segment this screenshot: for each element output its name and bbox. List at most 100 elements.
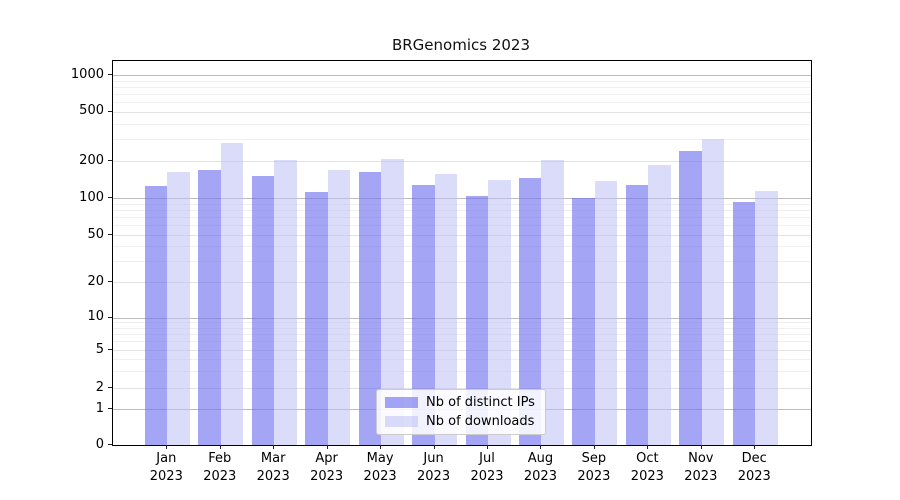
y-tick-mark — [108, 316, 112, 318]
x-tick-label: Jan 2023 — [149, 451, 183, 484]
gridline — [113, 93, 811, 95]
x-tick-label: Jul 2023 — [470, 451, 504, 484]
y-tick-label: 100 — [79, 189, 104, 205]
y-tick-label: 0 — [95, 436, 104, 452]
x-tick-label: Aug 2023 — [523, 451, 557, 484]
y-tick-mark — [108, 197, 112, 199]
gridline — [113, 371, 811, 373]
x-tick-mark — [380, 445, 382, 449]
gridline — [113, 350, 811, 351]
gridline — [113, 235, 811, 236]
gridline — [113, 317, 811, 319]
y-tick-mark — [108, 444, 112, 446]
y-tick-mark — [108, 349, 112, 350]
bar-downloads — [701, 138, 725, 446]
gridline — [113, 80, 811, 82]
bar-distinct-ips — [251, 176, 275, 446]
legend-label-distinct-ips: Nb of distinct IPs — [426, 395, 535, 410]
x-tick-label: Apr 2023 — [310, 451, 344, 484]
x-tick-label: Oct 2023 — [630, 451, 664, 484]
x-tick-mark — [166, 445, 168, 449]
x-tick-mark — [487, 445, 488, 449]
gridline — [113, 322, 811, 324]
x-tick-label: Mar 2023 — [256, 451, 290, 484]
bar-distinct-ips — [732, 202, 756, 446]
gridline — [113, 102, 811, 104]
y-tick-label: 5 — [95, 341, 104, 357]
gridline — [113, 388, 811, 390]
bar-distinct-ips — [518, 177, 542, 446]
x-tick-label: Jun 2023 — [417, 451, 451, 484]
x-tick-mark — [433, 445, 435, 449]
gridline — [113, 75, 811, 76]
legend-label-downloads: Nb of downloads — [426, 414, 535, 429]
gridline — [113, 210, 811, 212]
gridline — [113, 86, 811, 88]
y-tick-label: 50 — [87, 226, 104, 242]
x-tick-mark — [700, 445, 702, 449]
bar-distinct-ips — [144, 186, 168, 446]
x-tick-label: May 2023 — [363, 451, 397, 484]
y-tick-label: 10 — [87, 309, 104, 324]
y-tick-mark — [108, 160, 112, 161]
legend-swatch-downloads — [385, 416, 418, 427]
y-tick-label: 1 — [95, 400, 104, 416]
x-tick-mark — [754, 445, 756, 449]
legend-item-downloads: Nb of downloads — [385, 414, 535, 429]
bar-downloads — [541, 159, 564, 446]
bar-distinct-ips — [358, 171, 382, 446]
gridline — [113, 282, 811, 283]
bar-downloads — [434, 174, 458, 446]
y-tick-label: 1000 — [70, 66, 104, 82]
gridline — [113, 334, 811, 336]
x-tick-mark — [647, 445, 649, 449]
gridline — [113, 161, 811, 162]
legend: Nb of distinct IPs Nb of downloads — [376, 389, 546, 435]
gridline — [113, 111, 811, 113]
x-tick-mark — [540, 445, 542, 449]
gridline — [113, 139, 811, 141]
gridline — [113, 341, 811, 343]
y-tick-mark — [108, 387, 112, 389]
gridline — [113, 203, 811, 205]
x-tick-mark — [273, 445, 275, 449]
bar-distinct-ips — [412, 184, 435, 446]
y-tick-label: 500 — [79, 103, 104, 119]
y-tick-label: 200 — [79, 152, 104, 168]
bar-distinct-ips — [679, 150, 702, 446]
bar-downloads — [381, 158, 404, 446]
bar-downloads — [488, 180, 511, 446]
x-tick-label: Feb 2023 — [203, 451, 237, 484]
legend-item-distinct-ips: Nb of distinct IPs — [385, 395, 535, 410]
gridline — [113, 225, 811, 227]
chart-title: BRGenomics 2023 — [391, 36, 531, 54]
y-tick-mark — [108, 74, 112, 75]
bar-distinct-ips — [305, 191, 328, 446]
x-tick-mark — [326, 445, 328, 449]
y-tick-mark — [108, 408, 112, 410]
y-tick-mark — [108, 281, 112, 282]
bar-downloads — [220, 142, 244, 446]
y-tick-mark — [108, 110, 112, 112]
bar-downloads — [755, 190, 778, 446]
bar-downloads — [167, 171, 190, 446]
y-tick-label: 2 — [95, 379, 104, 395]
y-tick-mark — [108, 234, 112, 235]
bar-distinct-ips — [198, 170, 221, 446]
x-tick-label: Sep 2023 — [577, 451, 611, 484]
bar-distinct-ips — [572, 197, 595, 446]
x-tick-mark — [593, 445, 595, 449]
bar-downloads — [594, 180, 618, 446]
x-tick-label: Nov 2023 — [684, 451, 718, 484]
plot-area: Nb of distinct IPs Nb of downloads — [112, 60, 812, 446]
legend-swatch-distinct-ips — [385, 397, 418, 408]
gridline — [113, 123, 811, 125]
gridline — [113, 198, 811, 200]
gridline — [113, 246, 811, 248]
x-tick-label: Dec 2023 — [737, 451, 771, 484]
bar-downloads — [274, 160, 297, 446]
bar-distinct-ips — [465, 196, 488, 446]
gridline — [113, 359, 811, 361]
bar-downloads — [327, 169, 351, 446]
